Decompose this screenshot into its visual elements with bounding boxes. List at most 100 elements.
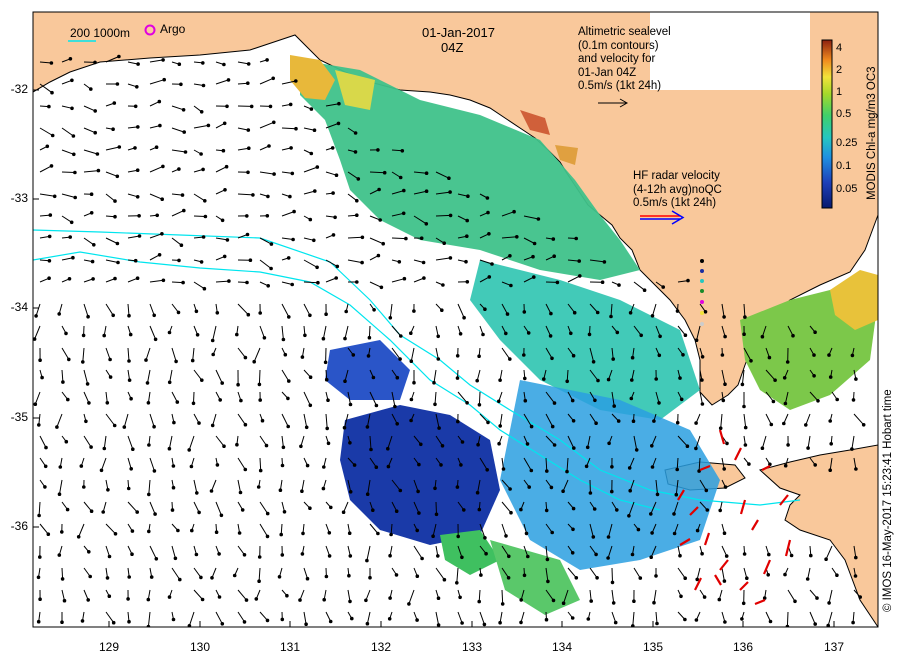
velocity-arrow-head: [572, 446, 576, 450]
velocity-arrow-head: [586, 617, 591, 621]
velocity-arrow-head: [129, 396, 133, 401]
velocity-arrow-head: [221, 148, 226, 153]
velocity-arrow: [853, 457, 857, 470]
velocity-arrow: [149, 501, 156, 515]
velocity-arrow-head: [498, 424, 503, 428]
velocity-arrow-head: [718, 426, 723, 431]
velocity-arrow-head: [225, 104, 229, 109]
velocity-arrow-head: [194, 552, 199, 557]
velocity-arrow-head: [344, 309, 349, 314]
velocity-arrow-head: [782, 376, 787, 380]
velocity-arrow-head: [703, 310, 708, 314]
velocity-arrow: [696, 567, 701, 580]
velocity-arrow: [567, 259, 580, 262]
velocity-arrow-head: [827, 353, 831, 357]
velocity-arrow-head: [853, 574, 858, 578]
velocity-arrow: [259, 77, 274, 85]
velocity-arrow-head: [68, 57, 73, 61]
velocity-arrow: [237, 589, 247, 601]
velocity-arrow: [721, 303, 725, 317]
velocity-arrow-head: [850, 353, 855, 358]
velocity-arrow: [456, 567, 459, 583]
velocity-arrow-head: [237, 531, 242, 535]
velocity-arrow: [523, 237, 535, 244]
velocity-arrow-head: [694, 338, 699, 343]
velocity-arrow-head: [201, 83, 206, 88]
velocity-arrow: [721, 325, 726, 337]
velocity-arrow-head: [290, 282, 295, 287]
velocity-arrow-head: [355, 213, 359, 217]
velocity-arrow: [695, 435, 701, 449]
velocity-arrow: [501, 545, 510, 557]
velocity-arrow: [105, 523, 116, 535]
velocity-arrow-head: [606, 377, 611, 382]
velocity-arrow-head: [569, 331, 573, 336]
velocity-arrow: [148, 479, 151, 495]
velocity-arrow-head: [112, 101, 117, 105]
velocity-arrow: [171, 347, 177, 362]
velocity-arrow: [721, 545, 728, 557]
velocity-arrow-head: [167, 380, 172, 385]
velocity-arrow-head: [108, 357, 112, 362]
velocity-arrow-head: [72, 152, 76, 157]
velocity-arrow: [253, 347, 261, 362]
velocity-arrow-head: [431, 534, 435, 539]
velocity-arrow: [721, 369, 726, 385]
velocity-arrow-head: [331, 233, 336, 237]
velocity-arrow-head: [368, 575, 372, 580]
velocity-arrow: [281, 211, 295, 217]
velocity-arrow: [435, 435, 443, 447]
velocity-arrow-head: [264, 443, 269, 448]
velocity-arrow-head: [486, 420, 490, 425]
velocity-arrow: [633, 435, 638, 450]
velocity-arrow: [193, 501, 200, 513]
velocity-arrow-head: [658, 334, 662, 339]
velocity-arrow: [499, 413, 503, 426]
velocity-arrow-head: [334, 173, 339, 177]
velocity-arrow: [168, 435, 173, 449]
velocity-arrow-head: [86, 598, 90, 602]
velocity-arrow-head: [364, 598, 368, 603]
velocity-arrow-head: [448, 213, 453, 218]
velocity-arrow-head: [347, 573, 351, 578]
velocity-arrow: [369, 171, 385, 174]
velocity-arrow-head: [650, 314, 655, 318]
velocity-arrow-head: [50, 90, 54, 95]
velocity-arrow-head: [526, 554, 530, 559]
velocity-arrow: [387, 435, 393, 449]
velocity-arrow: [743, 347, 752, 362]
velocity-arrow-head: [686, 278, 690, 283]
velocity-arrow-head: [46, 532, 51, 537]
velocity-arrow-head: [555, 280, 560, 285]
velocity-arrow-head: [828, 419, 833, 423]
velocity-arrow: [501, 501, 512, 514]
velocity-arrow-head: [58, 465, 63, 469]
velocity-arrow-head: [584, 464, 589, 469]
velocity-arrow-head: [254, 597, 259, 601]
velocity-arrow-head: [136, 62, 140, 66]
velocity-arrow-head: [113, 214, 117, 219]
velocity-arrow-head: [286, 256, 291, 260]
velocity-arrow-head: [195, 333, 200, 337]
velocity-arrow: [34, 391, 41, 405]
velocity-arrow-head: [636, 527, 641, 532]
velocity-arrow-head: [740, 382, 745, 387]
velocity-arrow-head: [675, 309, 680, 313]
velocity-arrow-head: [402, 276, 407, 281]
velocity-arrow-head: [552, 443, 557, 447]
velocity-arrow-head: [835, 573, 839, 578]
velocity-arrow-head: [762, 596, 767, 600]
velocity-arrow: [347, 479, 352, 492]
velocity-arrow-head: [327, 554, 332, 558]
velocity-arrow-head: [791, 333, 795, 338]
velocity-arrow: [567, 567, 577, 579]
velocity-arrow-head: [783, 401, 788, 406]
velocity-arrow: [545, 589, 554, 601]
velocity-arrow-head: [247, 146, 251, 150]
velocity-arrow: [259, 237, 272, 245]
velocity-arrow-head: [398, 488, 403, 493]
velocity-arrow-head: [265, 58, 269, 62]
velocity-arrow: [193, 567, 202, 578]
velocity-arrow-head: [249, 104, 254, 109]
velocity-arrow-head: [256, 485, 261, 489]
